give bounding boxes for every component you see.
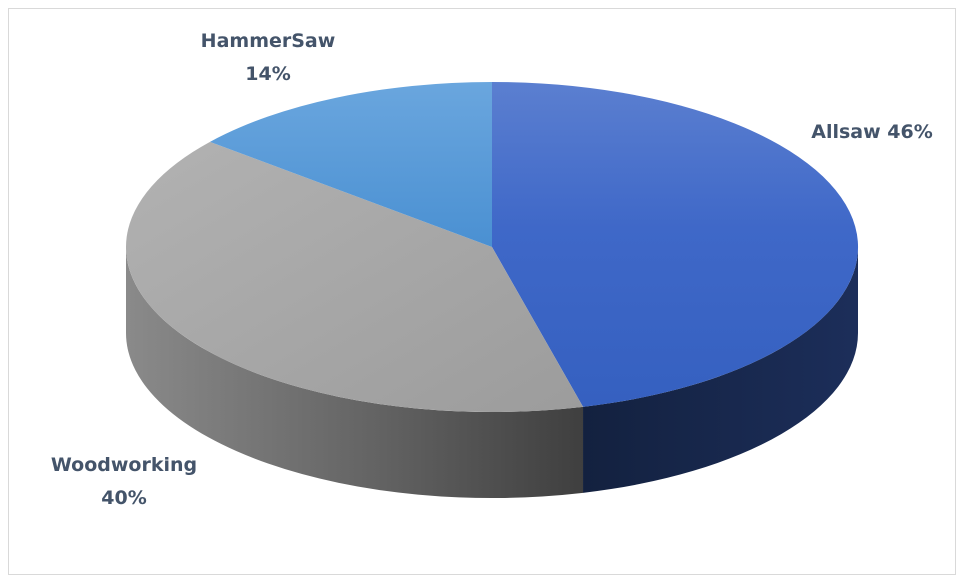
data-label-woodworking: Woodworking 40% (51, 454, 197, 509)
pie-labels: Allsaw 46% Woodworking 40% HammerSaw 14% (51, 30, 933, 509)
pie-side-woodworking (125, 247, 584, 499)
pie-tops (126, 82, 859, 413)
data-label-hammersaw: HammerSaw 14% (201, 30, 336, 85)
data-label-allsaw: Allsaw 46% (811, 121, 933, 143)
pie-slice-allsaw[interactable] (492, 82, 859, 407)
pie-side-allsaw (583, 247, 858, 493)
pie-slice-woodworking[interactable] (126, 141, 584, 413)
pie-slice-hammersaw[interactable] (209, 82, 493, 247)
pie-sides (125, 247, 858, 499)
